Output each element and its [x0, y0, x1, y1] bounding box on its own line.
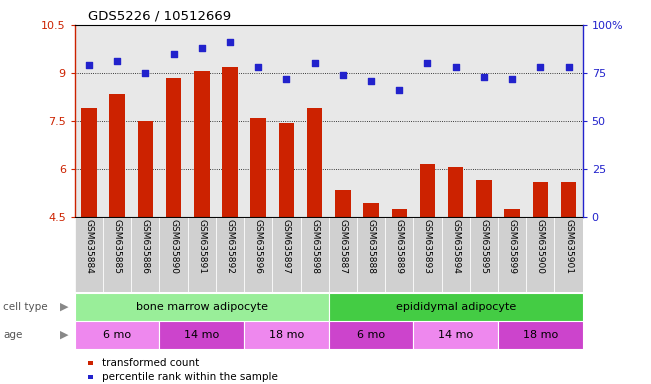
Bar — [420, 164, 436, 217]
Bar — [533, 182, 548, 217]
Bar — [272, 217, 301, 292]
Bar — [391, 209, 407, 217]
Bar — [109, 94, 125, 217]
Point — [84, 62, 94, 68]
Bar — [75, 293, 329, 321]
Text: GSM635889: GSM635889 — [395, 219, 404, 274]
Text: age: age — [3, 330, 23, 340]
Bar — [137, 121, 153, 217]
Point — [169, 51, 179, 57]
Bar — [505, 209, 520, 217]
Bar — [216, 217, 244, 292]
Point — [563, 64, 574, 70]
Point — [422, 60, 433, 66]
Text: 6 mo: 6 mo — [357, 330, 385, 340]
Text: GSM635900: GSM635900 — [536, 219, 545, 274]
Bar — [159, 321, 244, 349]
Text: 18 mo: 18 mo — [523, 330, 558, 340]
Bar — [448, 167, 464, 217]
Point — [338, 72, 348, 78]
Point — [366, 78, 376, 84]
Point — [112, 58, 122, 65]
Point — [253, 64, 264, 70]
Bar — [335, 190, 351, 217]
Point — [535, 64, 546, 70]
Text: GSM635890: GSM635890 — [169, 219, 178, 274]
Text: GSM635884: GSM635884 — [85, 219, 94, 274]
Text: GSM635893: GSM635893 — [423, 219, 432, 274]
Text: GSM635894: GSM635894 — [451, 219, 460, 274]
Bar — [526, 217, 555, 292]
Point — [197, 45, 207, 51]
Text: GSM635895: GSM635895 — [479, 219, 488, 274]
Bar — [307, 108, 322, 217]
Text: epididymal adipocyte: epididymal adipocyte — [396, 302, 516, 312]
Bar — [329, 293, 583, 321]
Bar — [244, 321, 329, 349]
Text: GSM635885: GSM635885 — [113, 219, 122, 274]
Point — [140, 70, 150, 76]
Text: GSM635886: GSM635886 — [141, 219, 150, 274]
Bar — [498, 321, 583, 349]
Bar — [81, 108, 97, 217]
Text: 6 mo: 6 mo — [103, 330, 132, 340]
Bar — [441, 217, 470, 292]
Text: GSM635887: GSM635887 — [339, 219, 348, 274]
Point — [309, 60, 320, 66]
Text: GDS5226 / 10512669: GDS5226 / 10512669 — [88, 10, 231, 23]
Text: GSM635892: GSM635892 — [225, 219, 234, 274]
Bar — [385, 217, 413, 292]
Text: 14 mo: 14 mo — [184, 330, 219, 340]
Point — [281, 76, 292, 82]
Bar — [470, 217, 498, 292]
Point — [478, 74, 489, 80]
Text: GSM635897: GSM635897 — [282, 219, 291, 274]
Bar — [132, 217, 159, 292]
Text: 18 mo: 18 mo — [269, 330, 304, 340]
Bar — [279, 122, 294, 217]
Bar — [555, 217, 583, 292]
Bar — [75, 217, 103, 292]
Bar — [159, 217, 187, 292]
Bar — [251, 118, 266, 217]
Text: GSM635901: GSM635901 — [564, 219, 573, 274]
Bar — [88, 375, 92, 379]
Bar — [363, 203, 379, 217]
Bar — [329, 321, 413, 349]
Text: GSM635898: GSM635898 — [310, 219, 319, 274]
Text: ▶: ▶ — [60, 302, 68, 312]
Bar — [244, 217, 272, 292]
Point — [225, 39, 235, 45]
Text: GSM635896: GSM635896 — [254, 219, 263, 274]
Text: GSM635891: GSM635891 — [197, 219, 206, 274]
Text: bone marrow adipocyte: bone marrow adipocyte — [136, 302, 268, 312]
Point — [394, 87, 404, 93]
Bar — [329, 217, 357, 292]
Bar — [75, 321, 159, 349]
Point — [507, 76, 518, 82]
Text: GSM635888: GSM635888 — [367, 219, 376, 274]
Bar — [103, 217, 132, 292]
Text: percentile rank within the sample: percentile rank within the sample — [102, 372, 278, 382]
Bar — [301, 217, 329, 292]
Text: cell type: cell type — [3, 302, 48, 312]
Bar — [194, 71, 210, 217]
Bar — [166, 78, 182, 217]
Bar — [357, 217, 385, 292]
Text: transformed count: transformed count — [102, 358, 199, 368]
Bar — [413, 217, 441, 292]
Text: ▶: ▶ — [60, 330, 68, 340]
Bar — [88, 361, 92, 365]
Text: GSM635899: GSM635899 — [508, 219, 517, 274]
Bar — [561, 182, 576, 217]
Bar — [222, 66, 238, 217]
Point — [450, 64, 461, 70]
Bar — [187, 217, 216, 292]
Bar — [498, 217, 526, 292]
Bar — [476, 180, 492, 217]
Text: 14 mo: 14 mo — [438, 330, 473, 340]
Bar — [413, 321, 498, 349]
